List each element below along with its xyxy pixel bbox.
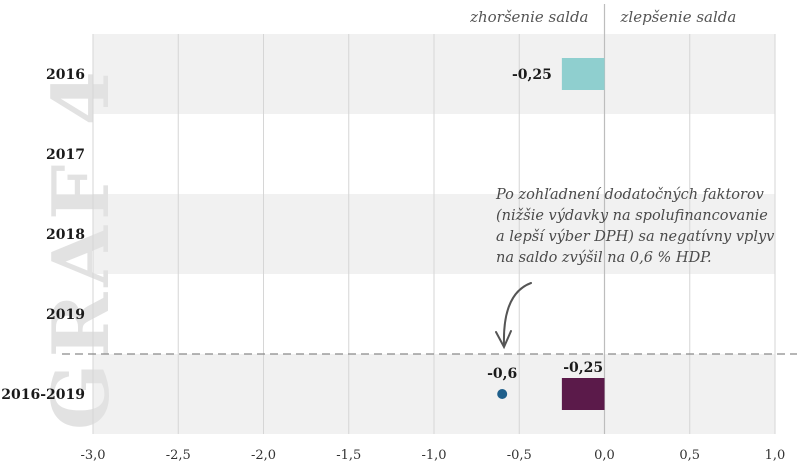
x-tick-label: -1,5	[336, 448, 361, 463]
annotation-line: na saldo zvýšil na 0,6 % HDP.	[496, 249, 712, 266]
bar	[561, 378, 605, 410]
annotation-text: Po zohľadnení dodatočných faktorov (nižši…	[495, 186, 775, 266]
x-tick-label: 0,5	[679, 448, 700, 463]
category-label: 2019	[46, 307, 85, 323]
x-tick-labels: -3,0 -2,5 -2,0 -1,5 -1,0 -0,5 0,0 0,5 1,0	[80, 448, 785, 463]
category-label: 2018	[46, 227, 85, 243]
x-tick-label: 0,0	[594, 448, 615, 463]
annotation-line: a lepší výber DPH) sa negatívny vplyv	[496, 228, 775, 245]
header-improvement-label: zlepšenie salda	[620, 8, 737, 26]
category-label: 2017	[46, 147, 85, 163]
annotation-arrow-head	[495, 330, 512, 350]
point-value-label: -0,6	[487, 366, 517, 382]
header-worsening-label: zhoršenie salda	[469, 8, 588, 26]
bar	[561, 58, 605, 90]
category-label: 2016	[46, 67, 85, 83]
watermark-text: GRAF 4	[36, 65, 127, 430]
point-marker	[497, 389, 508, 399]
x-tick-label: -2,5	[166, 448, 191, 463]
x-tick-label: -2,0	[251, 448, 276, 463]
x-tick-label: -3,0	[80, 448, 105, 463]
x-tick-label: 1,0	[765, 448, 786, 463]
x-tick-label: -1,0	[421, 448, 446, 463]
annotation-arrow	[502, 282, 532, 346]
annotation-line: (nižšie výdavky na spolufinancovanie	[496, 207, 768, 224]
category-labels: 2016 2017 2018 2019 2016-2019	[1, 67, 85, 403]
data-marks: -0,25 -0,25 -0,6	[487, 58, 605, 410]
bar-value-label: -0,25	[563, 360, 603, 376]
x-tick-label: -0,5	[507, 448, 532, 463]
category-label: 2016-2019	[1, 387, 85, 403]
annotation-line: Po zohľadnení dodatočných faktorov	[495, 186, 765, 203]
bar-value-label: -0,25	[512, 67, 552, 83]
grid-lines	[92, 4, 776, 434]
